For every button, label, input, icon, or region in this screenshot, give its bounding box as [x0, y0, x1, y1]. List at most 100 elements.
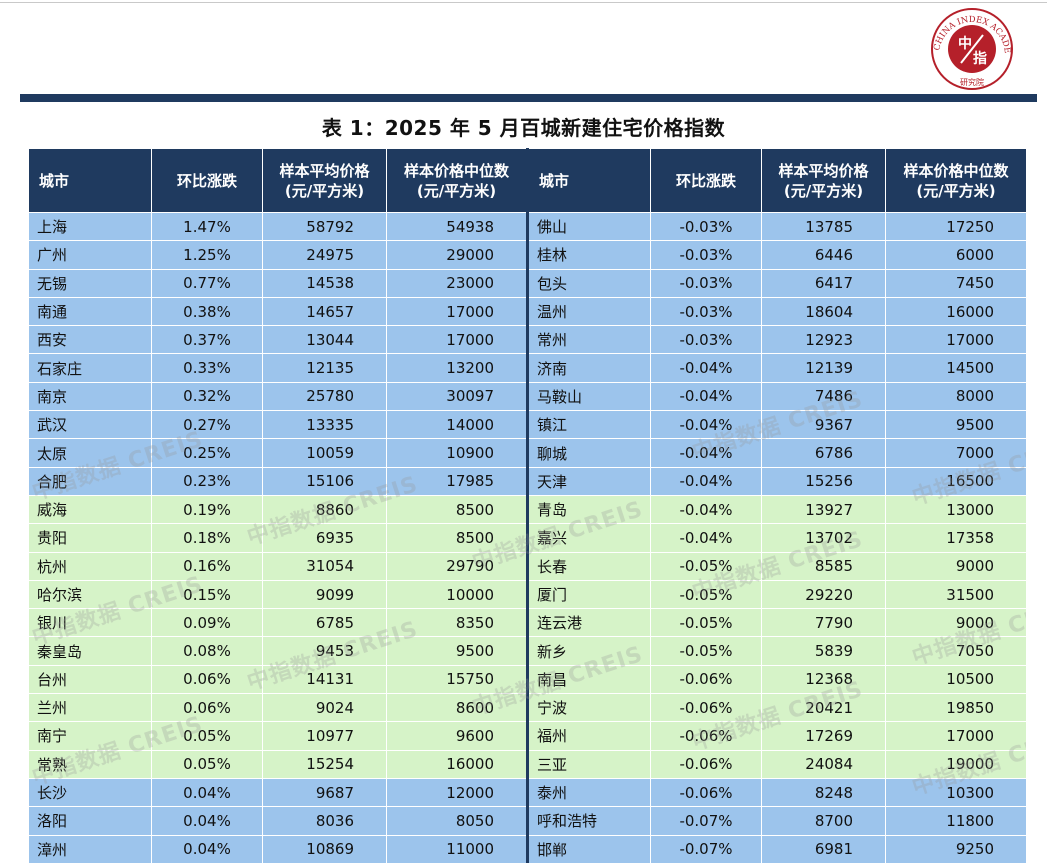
right-mom-change: -0.04% [650, 381, 762, 412]
right-avg-price: 13927 [761, 494, 886, 525]
right-city-name: 呼和浩特 [527, 806, 651, 836]
right-median-price: 14500 [885, 353, 1026, 383]
left-median-price: 8500 [386, 523, 529, 553]
left-median-price: 29000 [386, 240, 529, 270]
right-avg-price: 8585 [761, 551, 886, 581]
table-row: 威海 0.19% 8860 8500 青岛 -0.04% 13927 13000 [28, 494, 1026, 525]
left-mom-change: 0.08% [151, 636, 263, 666]
right-avg-price: 9367 [761, 410, 886, 440]
left-city-name: 漳州 [28, 834, 152, 863]
left-city-name: 太原 [28, 438, 152, 468]
right-mom-change: -0.04% [650, 466, 762, 496]
table-header-row: 城市 环比涨跌 样本平均价格 (元/平方米) 样本价格中位数 (元/平方米) 城市 环比涨… [28, 148, 1026, 213]
right-median-price: 8000 [885, 381, 1026, 412]
left-avg-price: 8036 [262, 806, 387, 836]
logo-center-text-2: 指 [973, 50, 987, 67]
header-right-col-mom-change: 环比涨跌 [650, 148, 762, 213]
table-row: 漳州 0.04% 10869 11000 邯郸 -0.07% 6981 9250 [28, 834, 1026, 863]
left-mom-change: 0.06% [151, 664, 263, 695]
right-mom-change: -0.06% [650, 721, 762, 751]
left-avg-price: 9024 [262, 693, 387, 723]
right-avg-price: 5839 [761, 636, 886, 666]
table-row: 洛阳 0.04% 8036 8050 呼和浩特 -0.07% 8700 11800 [28, 806, 1026, 836]
right-avg-price: 20421 [761, 693, 886, 723]
right-mom-change: -0.03% [650, 325, 762, 355]
right-median-price: 6000 [885, 240, 1026, 270]
table-row: 杭州 0.16% 31054 29790 长春 -0.05% 8585 9000 [28, 551, 1026, 581]
left-avg-price: 25780 [262, 381, 387, 412]
right-avg-price: 12923 [761, 325, 886, 355]
left-mom-change: 0.18% [151, 523, 263, 553]
right-city-name: 福州 [527, 721, 651, 751]
table-row: 西安 0.37% 13044 17000 常州 -0.03% 12923 17000 [28, 325, 1026, 355]
right-median-price: 17000 [885, 721, 1026, 751]
right-city-name: 常州 [527, 325, 651, 355]
left-mom-change: 0.33% [151, 353, 263, 383]
right-city-name: 聊城 [527, 438, 651, 468]
right-mom-change: -0.03% [650, 211, 762, 242]
right-avg-price: 13785 [761, 211, 886, 242]
right-median-price: 16000 [885, 296, 1026, 327]
table-row: 太原 0.25% 10059 10900 聊城 -0.04% 6786 7000 [28, 438, 1026, 468]
table-row: 银川 0.09% 6785 8350 连云港 -0.05% 7790 9000 [28, 608, 1026, 638]
left-avg-price: 9687 [262, 777, 387, 808]
right-mom-change: -0.06% [650, 664, 762, 695]
left-city-name: 常熟 [28, 749, 152, 779]
right-mom-change: -0.05% [650, 636, 762, 666]
left-median-price: 8600 [386, 693, 529, 723]
left-avg-price: 10977 [262, 721, 387, 751]
left-median-price: 29790 [386, 551, 529, 581]
left-city-name: 哈尔滨 [28, 579, 152, 610]
right-median-price: 10300 [885, 777, 1026, 808]
right-avg-price: 15256 [761, 466, 886, 496]
top-divider [0, 2, 1047, 3]
right-avg-price: 6786 [761, 438, 886, 468]
table-row: 贵阳 0.18% 6935 8500 嘉兴 -0.04% 13702 17358 [28, 523, 1026, 553]
left-city-name: 广州 [28, 240, 152, 270]
left-avg-price: 13044 [262, 325, 387, 355]
left-mom-change: 0.04% [151, 806, 263, 836]
table-title: 表 1：2025 年 5 月百城新建住宅价格指数 [321, 116, 726, 140]
left-mom-change: 0.27% [151, 410, 263, 440]
left-mom-change: 0.16% [151, 551, 263, 581]
right-avg-price: 12139 [761, 353, 886, 383]
header-right-col-city: 城市 [527, 148, 651, 213]
right-avg-price: 12368 [761, 664, 886, 695]
left-avg-price: 58792 [262, 211, 387, 242]
left-median-price: 14000 [386, 410, 529, 440]
right-median-price: 17358 [885, 523, 1026, 553]
left-city-name: 南通 [28, 296, 152, 327]
left-city-name: 银川 [28, 608, 152, 638]
left-median-price: 9500 [386, 636, 529, 666]
right-mom-change: -0.07% [650, 806, 762, 836]
table-row: 广州 1.25% 24975 29000 桂林 -0.03% 6446 6000 [28, 240, 1026, 270]
left-city-name: 武汉 [28, 410, 152, 440]
left-median-price: 17985 [386, 466, 529, 496]
left-median-price: 30097 [386, 381, 529, 412]
left-avg-price: 14657 [262, 296, 387, 327]
right-median-price: 19850 [885, 693, 1026, 723]
china-index-academy-logo: 中 指 CHINA INDEX ACADEMY 研究院 [925, 5, 1013, 90]
left-city-name: 台州 [28, 664, 152, 695]
left-mom-change: 0.04% [151, 777, 263, 808]
right-city-name: 新乡 [527, 636, 651, 666]
price-index-table-container: 城市 环比涨跌 样本平均价格 (元/平方米) 样本价格中位数 (元/平方米) 城市 环比涨… [28, 148, 1026, 863]
table-row: 兰州 0.06% 9024 8600 宁波 -0.06% 20421 19850 [28, 693, 1026, 723]
left-mom-change: 0.32% [151, 381, 263, 412]
right-mom-change: -0.05% [650, 608, 762, 638]
right-median-price: 10500 [885, 664, 1026, 695]
right-city-name: 桂林 [527, 240, 651, 270]
right-city-name: 马鞍山 [527, 381, 651, 412]
left-median-price: 17000 [386, 296, 529, 327]
left-avg-price: 15254 [262, 749, 387, 779]
header-rule [20, 94, 1037, 102]
right-median-price: 7450 [885, 268, 1026, 298]
right-avg-price: 8700 [761, 806, 886, 836]
left-mom-change: 0.04% [151, 834, 263, 863]
right-median-price: 13000 [885, 494, 1026, 525]
left-mom-change: 0.37% [151, 325, 263, 355]
right-mom-change: -0.04% [650, 494, 762, 525]
right-mom-change: -0.04% [650, 523, 762, 553]
right-city-name: 泰州 [527, 777, 651, 808]
table-row: 秦皇岛 0.08% 9453 9500 新乡 -0.05% 5839 7050 [28, 636, 1026, 666]
